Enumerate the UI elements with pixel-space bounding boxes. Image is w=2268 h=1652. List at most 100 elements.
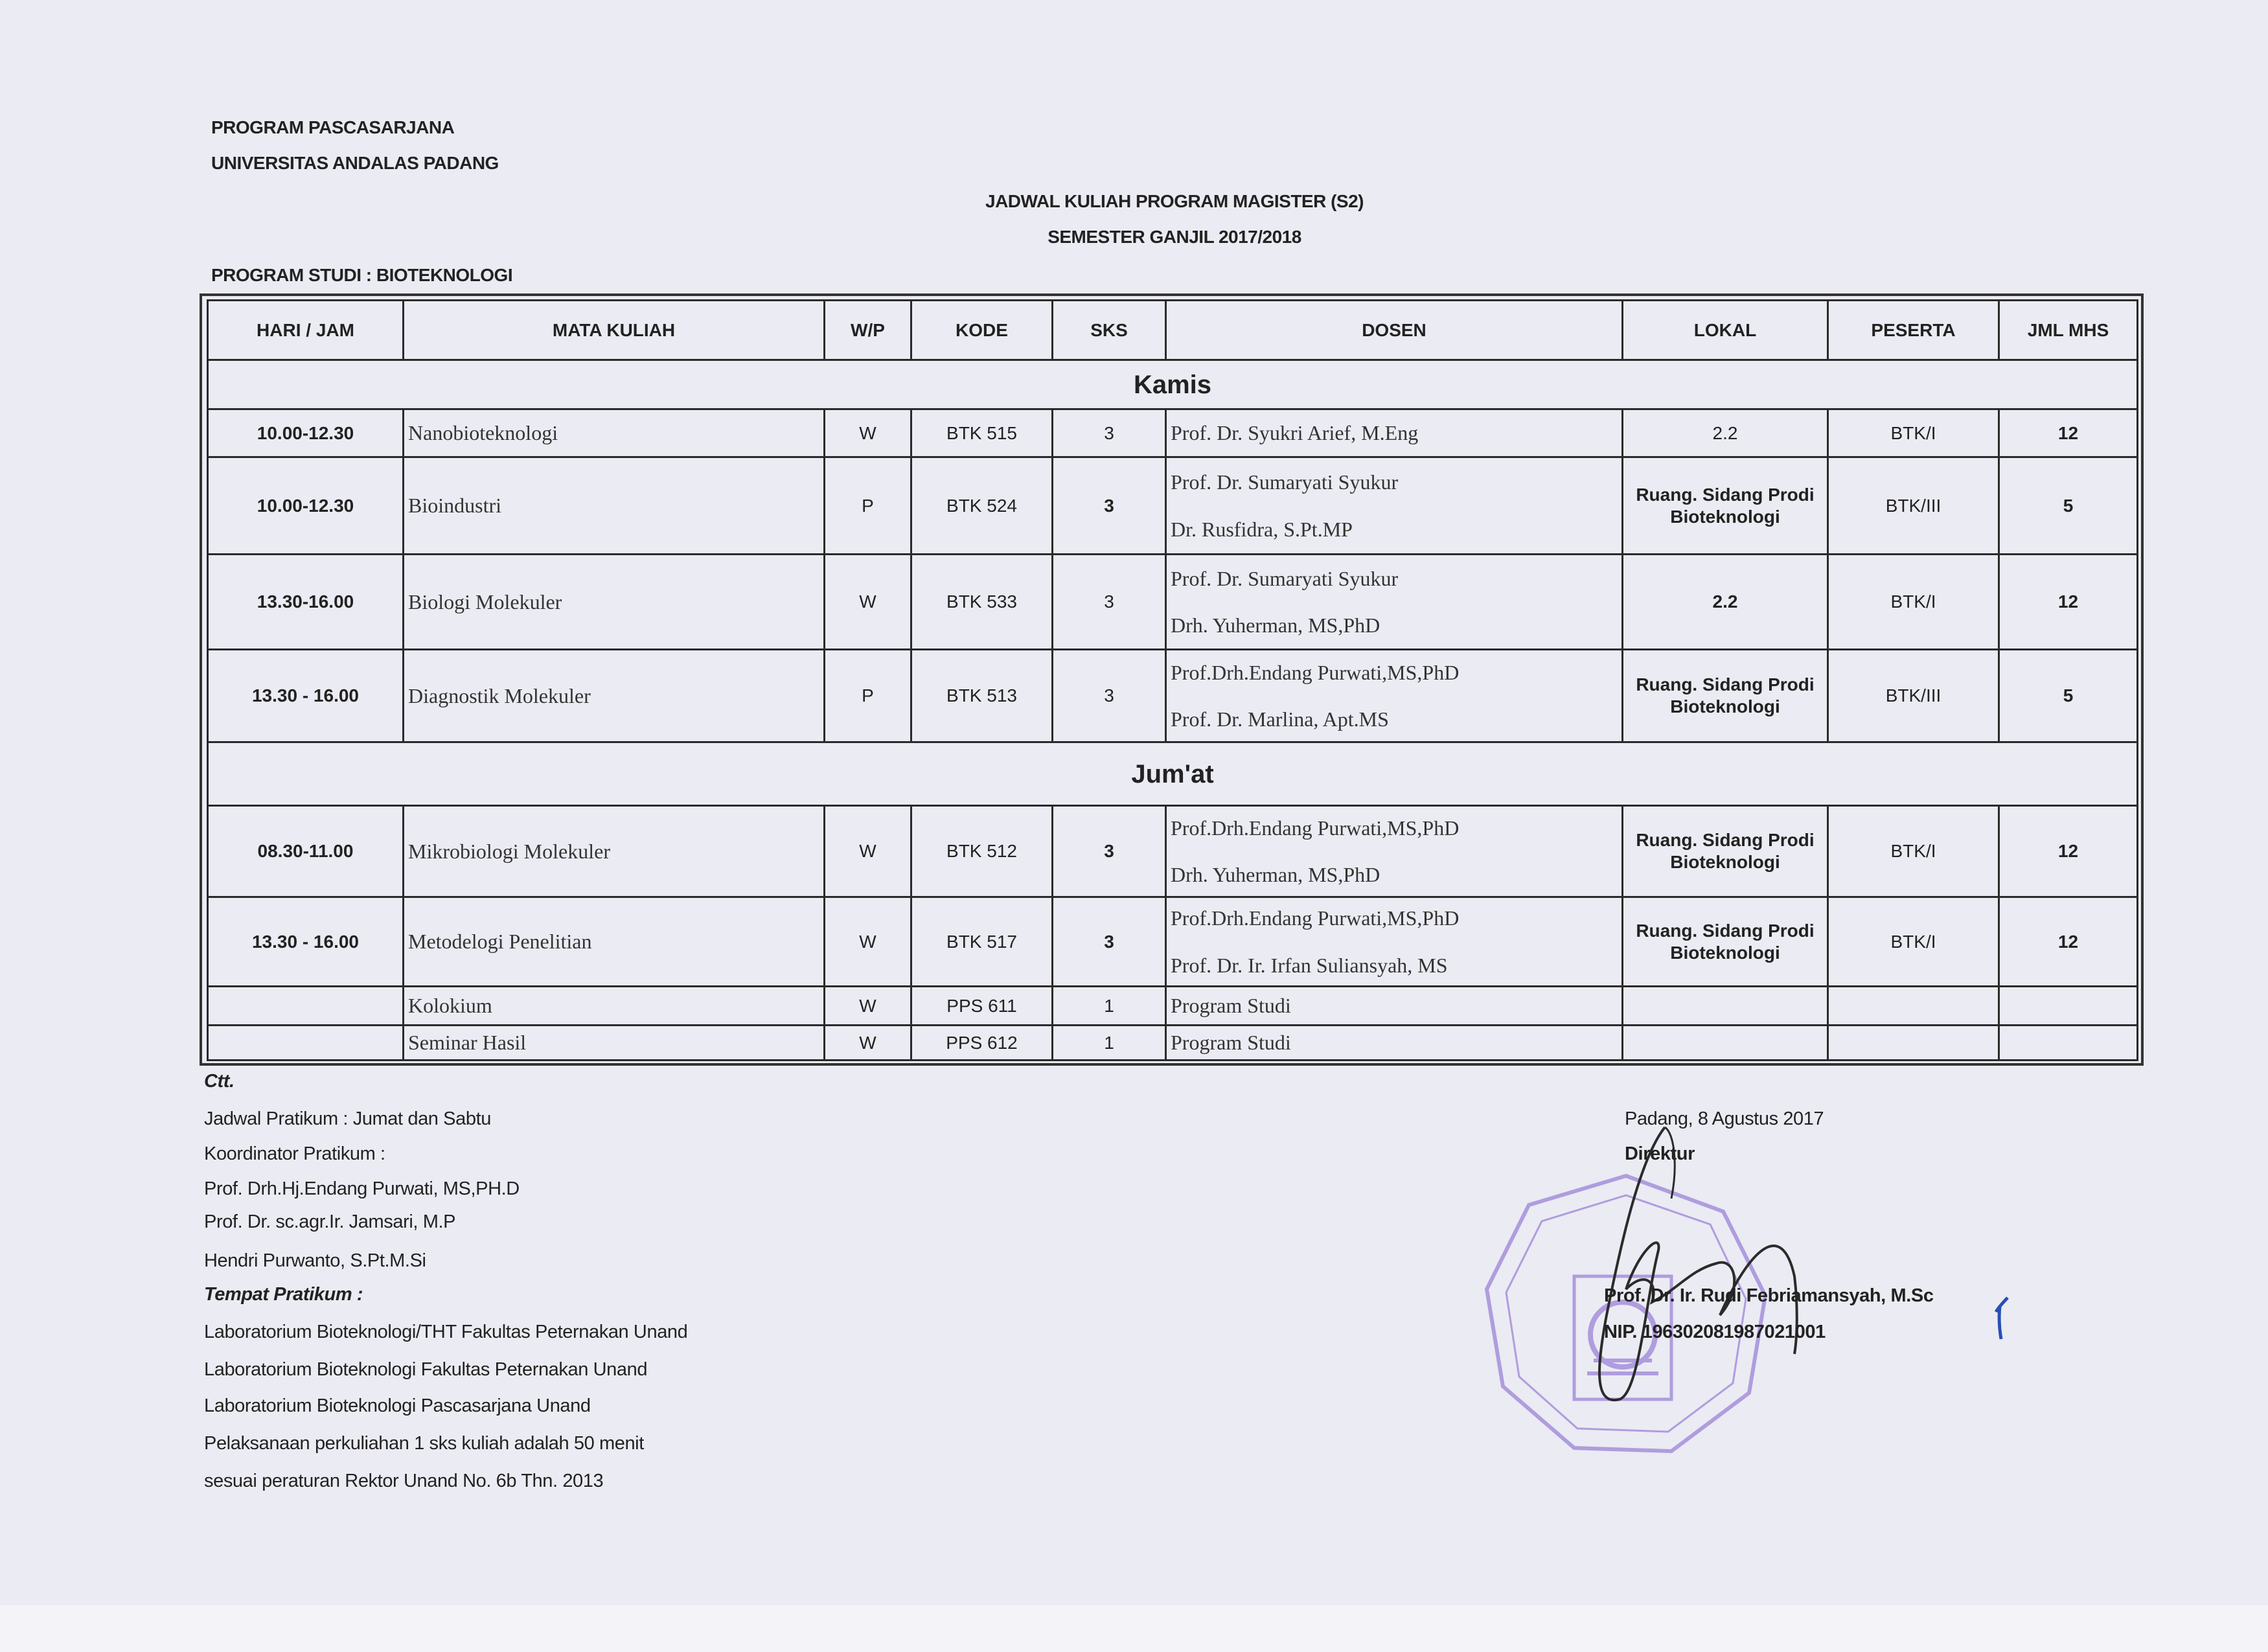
- column-header: PESERTA: [1827, 299, 2000, 361]
- lecturer-name: Prof.Drh.Endang Purwati,MS,PhD: [1171, 816, 1460, 840]
- cell-sks: 3: [1051, 648, 1167, 743]
- column-header: KODE: [910, 299, 1053, 361]
- cell-lokal: [1621, 985, 1829, 1026]
- column-header: DOSEN: [1165, 299, 1623, 361]
- cell-jml: [1998, 1024, 2138, 1061]
- cell-sks: 1: [1051, 1024, 1167, 1061]
- note-lab-3: Laboratorium Bioteknologi Pascasarjana U…: [204, 1395, 591, 1416]
- cell-wp: W: [823, 408, 912, 458]
- cell-jam: 10.00-12.30: [207, 456, 404, 555]
- cell-jam: 10.00-12.30: [207, 408, 404, 458]
- cell-sks: 1: [1051, 985, 1167, 1026]
- institution-line-1: PROGRAM PASCASARJANA: [211, 117, 455, 137]
- cell-lokal: 2.2: [1621, 553, 1829, 650]
- cell-kode: BTK 533: [910, 553, 1053, 650]
- cell-peserta: BTK/I: [1827, 408, 2000, 458]
- note-lab-1: Laboratorium Bioteknologi/THT Fakultas P…: [204, 1322, 688, 1342]
- lecturer-name: Dr. Rusfidra, S.Pt.MP: [1171, 517, 1353, 541]
- cell-mk: Nanobioteknologi: [402, 408, 825, 458]
- lecturer-name: Drh. Yuherman, MS,PhD: [1171, 614, 1380, 637]
- note-tempat: Tempat Pratikum :: [204, 1284, 363, 1305]
- cell-sks: 3: [1051, 805, 1167, 898]
- lecturer-name: Prof. Dr. Sumaryati Syukur: [1171, 566, 1399, 590]
- director-signature: [1598, 1126, 1798, 1402]
- note-koordinator-1: Prof. Drh.Hj.Endang Purwati, MS,PH.D: [204, 1178, 520, 1199]
- cell-wp: P: [823, 648, 912, 743]
- cell-peserta: BTK/I: [1827, 896, 2000, 987]
- schedule-table-frame: [200, 293, 2144, 1066]
- cell-peserta: [1827, 1024, 2000, 1061]
- note-koordinator-3: Hendri Purwanto, S.Pt.M.Si: [204, 1250, 426, 1271]
- document-subtitle: SEMESTER GANJIL 2017/2018: [1048, 227, 1301, 247]
- cell-sks: 3: [1051, 408, 1167, 458]
- cell-dosen: Prof.Drh.Endang Purwati,MS,PhD Drh. Yuher…: [1165, 805, 1623, 898]
- table-row: Kolokium W PPS 611 1 Program Studi: [207, 985, 2138, 1026]
- cell-kode: BTK 513: [910, 648, 1053, 743]
- cell-mk: Seminar Hasil: [402, 1024, 825, 1061]
- cell-lokal: 2.2: [1621, 408, 1829, 458]
- cell-jam: 13.30 - 16.00: [207, 896, 404, 987]
- cell-kode: BTK 517: [910, 896, 1053, 987]
- column-header: LOKAL: [1621, 299, 1829, 361]
- document-title: JADWAL KULIAH PROGRAM MAGISTER (S2): [985, 191, 1364, 211]
- table-row: 10.00-12.30 Bioindustri P BTK 524 3 Prof. Dr.…: [207, 456, 2138, 555]
- day-row: Kamis: [207, 359, 2138, 410]
- cell-peserta: [1827, 985, 2000, 1026]
- cell-peserta: BTK/I: [1827, 805, 2000, 898]
- signatory-nip: NIP. 196302081987021001: [1604, 1322, 1826, 1342]
- lecturer-name: Prof.Drh.Endang Purwati,MS,PhD: [1171, 660, 1460, 684]
- lecturer-name: Prof. Dr. Syukri Arief, M.Eng: [1171, 421, 1419, 445]
- cell-dosen: Prof.Drh.Endang Purwati,MS,PhD Prof. Dr. …: [1165, 648, 1623, 743]
- cell-lokal: Ruang. Sidang Prodi Bioteknologi: [1621, 805, 1829, 898]
- lecturer-name: Prof. Dr. Sumaryati Syukur: [1171, 470, 1399, 494]
- cell-dosen: Prof. Dr. Syukri Arief, M.Eng: [1165, 408, 1623, 458]
- cell-jml: 5: [1998, 456, 2138, 555]
- cell-sks: 3: [1051, 456, 1167, 555]
- cell-sks: 3: [1051, 553, 1167, 650]
- cell-mk: Mikrobiologi Molekuler: [402, 805, 825, 898]
- day-label: Jum'at: [207, 741, 2138, 807]
- cell-kode: PPS 612: [910, 1024, 1053, 1061]
- note-jadwal: Jadwal Pratikum : Jumat dan Sabtu: [204, 1108, 491, 1129]
- cell-jml: 5: [1998, 648, 2138, 743]
- schedule-table: HARI / JAM MATA KULIAH W/P KODE SKS DOSEN LOKA…: [207, 299, 2138, 1061]
- note-peraturan: sesuai peraturan Rektor Unand No. 6b Thn…: [204, 1471, 604, 1491]
- cell-dosen: Prof. Dr. Sumaryati Syukur Dr. Rusfidra, …: [1165, 456, 1623, 555]
- program-studi: PROGRAM STUDI : BIOTEKNOLOGI: [211, 265, 513, 285]
- note-koordinator-2: Prof. Dr. sc.agr.Ir. Jamsari, M.P: [204, 1211, 456, 1232]
- table-header-row: HARI / JAM MATA KULIAH W/P KODE SKS DOSEN LOKA…: [207, 299, 2138, 361]
- cell-lokal: Ruang. Sidang Prodi Bioteknologi: [1621, 456, 1829, 555]
- cell-dosen: Program Studi: [1165, 985, 1623, 1026]
- cell-kode: PPS 611: [910, 985, 1053, 1026]
- scan-edge: [0, 1605, 2268, 1652]
- lecturer-name: Prof.Drh.Endang Purwati,MS,PhD: [1171, 906, 1460, 930]
- cell-jml: 12: [1998, 805, 2138, 898]
- cell-wp: W: [823, 1024, 912, 1061]
- cell-peserta: BTK/I: [1827, 553, 2000, 650]
- column-header: MATA KULIAH: [402, 299, 825, 361]
- cell-dosen: Program Studi: [1165, 1024, 1623, 1061]
- cell-mk: Biologi Molekuler: [402, 553, 825, 650]
- cell-jml: 12: [1998, 408, 2138, 458]
- day-row: Jum'at: [207, 741, 2138, 807]
- signatory-name: Prof. Dr. Ir. Rudi Febriamansyah, M.Sc: [1604, 1285, 1934, 1306]
- cell-jml: 12: [1998, 553, 2138, 650]
- cell-dosen: Prof.Drh.Endang Purwati,MS,PhD Prof. Dr. …: [1165, 896, 1623, 987]
- day-label: Kamis: [207, 359, 2138, 410]
- cell-mk: Bioindustri: [402, 456, 825, 555]
- table-row: 13.30 - 16.00 Diagnostik Molekuler P BTK 51…: [207, 648, 2138, 743]
- cell-kode: BTK 512: [910, 805, 1053, 898]
- table-row: 10.00-12.30 Nanobioteknologi W BTK 515 3 Prof…: [207, 408, 2138, 458]
- column-header: W/P: [823, 299, 912, 361]
- cell-kode: BTK 515: [910, 408, 1053, 458]
- cell-wp: W: [823, 896, 912, 987]
- cell-lokal: Ruang. Sidang Prodi Bioteknologi: [1621, 648, 1829, 743]
- column-header: HARI / JAM: [207, 299, 404, 361]
- institution-line-2: UNIVERSITAS ANDALAS PADANG: [211, 153, 499, 173]
- cell-lokal: Ruang. Sidang Prodi Bioteknologi: [1621, 896, 1829, 987]
- note-koordinator: Koordinator Pratikum :: [204, 1143, 385, 1164]
- cell-jam: [207, 985, 404, 1026]
- cell-jml: 12: [1998, 896, 2138, 987]
- cell-mk: Metodelogi Penelitian: [402, 896, 825, 987]
- signatory-role: Direktur: [1625, 1143, 1695, 1164]
